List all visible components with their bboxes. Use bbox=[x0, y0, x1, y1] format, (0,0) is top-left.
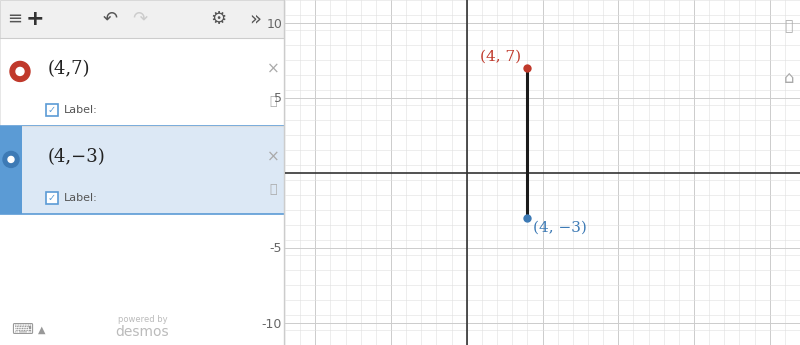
Text: ×: × bbox=[266, 149, 279, 164]
Text: powered by: powered by bbox=[118, 315, 167, 325]
Text: ⌨: ⌨ bbox=[11, 323, 33, 337]
Text: 🔧: 🔧 bbox=[270, 183, 277, 196]
Text: ×: × bbox=[266, 61, 279, 76]
Text: Label:: Label: bbox=[64, 105, 98, 115]
Text: ▲: ▲ bbox=[38, 325, 46, 335]
Circle shape bbox=[8, 156, 14, 162]
Text: 🔧: 🔧 bbox=[785, 19, 793, 33]
Text: ⚙: ⚙ bbox=[210, 10, 226, 28]
Bar bbox=[0, 126, 22, 214]
Bar bbox=[0, 38, 285, 126]
Text: ↷: ↷ bbox=[133, 10, 147, 28]
Bar bbox=[0, 126, 285, 214]
Text: »: » bbox=[249, 10, 261, 29]
Circle shape bbox=[16, 67, 24, 76]
Circle shape bbox=[10, 61, 30, 81]
FancyBboxPatch shape bbox=[46, 104, 58, 116]
Text: desmos: desmos bbox=[116, 325, 170, 339]
Text: 🔧: 🔧 bbox=[270, 95, 277, 108]
Text: ≡: ≡ bbox=[7, 10, 22, 28]
Text: (4,−3): (4,−3) bbox=[48, 148, 106, 166]
Text: ✓: ✓ bbox=[48, 193, 56, 203]
FancyBboxPatch shape bbox=[46, 192, 58, 204]
Text: Label:: Label: bbox=[64, 193, 98, 203]
Text: (4, 7): (4, 7) bbox=[480, 50, 522, 64]
Text: (4,7): (4,7) bbox=[48, 60, 90, 78]
Text: (4, −3): (4, −3) bbox=[534, 220, 587, 235]
Bar bbox=[0, 0, 285, 38]
Circle shape bbox=[3, 151, 19, 167]
Text: +: + bbox=[26, 9, 44, 29]
Text: ↶: ↶ bbox=[102, 10, 118, 28]
Text: ✓: ✓ bbox=[48, 105, 56, 115]
Text: ⌂: ⌂ bbox=[783, 69, 794, 87]
